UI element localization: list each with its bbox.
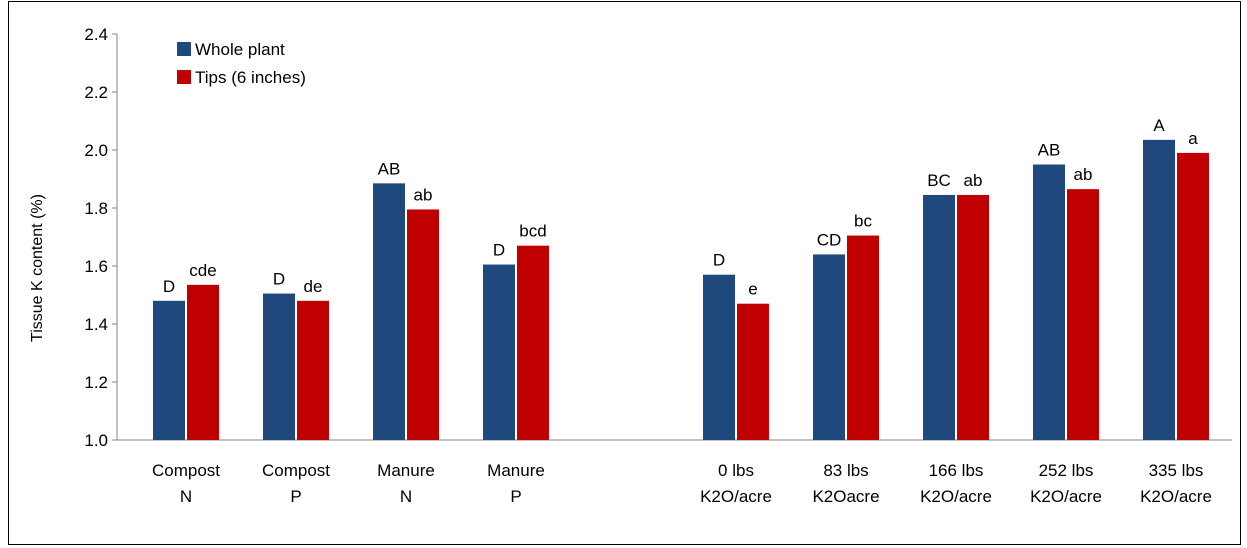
category-label: P (510, 487, 521, 506)
bar-tips (187, 284, 219, 440)
bar-significance-label: cde (189, 261, 216, 280)
bar-significance-label: e (748, 280, 757, 299)
bar-significance-label: BC (927, 171, 951, 190)
bar-significance-label: ab (1074, 165, 1093, 184)
y-tick-label: 1.0 (84, 431, 108, 450)
category-label: P (290, 487, 301, 506)
bar-significance-label: AB (378, 159, 401, 178)
bar-whole-plant (1143, 139, 1175, 440)
category-label: 166 lbs (929, 461, 984, 480)
category-label: Compost (152, 461, 220, 480)
legend: Whole plant Tips (6 inches) (177, 40, 306, 87)
chart-frame: Tissue K content (%) 1.0 1.2 1.4 1.6 1.8 2.0 2… (8, 1, 1241, 545)
bar-tips (517, 245, 549, 440)
category-labels: Compost N Compost P Manure N Manure P 0 lbs K2O/a… (152, 461, 1212, 506)
bar-significance-label: ab (414, 185, 433, 204)
y-tick-label: 1.4 (84, 315, 108, 334)
y-axis: 1.0 1.2 1.4 1.6 1.8 2.0 2.2 2.4 (84, 25, 118, 450)
y-axis-title-group: Tissue K content (%) (29, 194, 46, 342)
category-label: K2Oacre (812, 487, 879, 506)
bar-whole-plant (813, 254, 845, 440)
bar-significance-label: ab (964, 171, 983, 190)
bar-chart: Tissue K content (%) 1.0 1.2 1.4 1.6 1.8 2.0 2… (29, 25, 1232, 506)
bar-significance-label: bcd (519, 222, 546, 241)
bar-whole-plant (153, 300, 185, 440)
category-label: K2O/acre (1030, 487, 1102, 506)
bar-whole-plant (483, 264, 515, 440)
y-tick-label: 2.0 (84, 141, 108, 160)
bar-significance-label: D (493, 241, 505, 260)
category-label: N (180, 487, 192, 506)
bar-significance-label: A (1153, 116, 1165, 135)
bar-tips (297, 300, 329, 440)
bar-tips (1067, 189, 1099, 440)
bar-significance-label: CD (817, 230, 842, 249)
bar-tips (1177, 152, 1209, 440)
bar-tips (847, 235, 879, 440)
bar-whole-plant (923, 194, 955, 440)
bar-tips (737, 303, 769, 440)
bar-significance-label: a (1188, 129, 1198, 148)
y-tick-label: 2.2 (84, 83, 108, 102)
category-label: Manure (377, 461, 435, 480)
y-tick-label: 1.8 (84, 199, 108, 218)
category-label: 83 lbs (823, 461, 868, 480)
bar-whole-plant (1033, 164, 1065, 440)
bar-significance-label: D (713, 251, 725, 270)
bar-tips (957, 194, 989, 440)
bar-whole-plant (263, 293, 295, 440)
category-label: K2O/acre (1140, 487, 1212, 506)
bar-significance-label: D (273, 270, 285, 289)
y-tick-label: 1.2 (84, 373, 108, 392)
legend-label: Whole plant (195, 40, 285, 59)
bar-tips (407, 209, 439, 440)
category-label: Manure (487, 461, 545, 480)
category-label: K2O/acre (920, 487, 992, 506)
y-axis-title: Tissue K content (%) (29, 194, 46, 342)
legend-swatch (177, 42, 191, 56)
bar-significance-label: bc (854, 212, 872, 231)
legend-label: Tips (6 inches) (195, 68, 306, 87)
legend-swatch (177, 70, 191, 84)
category-label: 252 lbs (1039, 461, 1094, 480)
y-tick-label: 2.4 (84, 25, 108, 44)
y-tick-label: 1.6 (84, 257, 108, 276)
category-label: Compost (262, 461, 330, 480)
category-label: 335 lbs (1149, 461, 1204, 480)
bar-significance-label: AB (1038, 141, 1061, 160)
bar-whole-plant (703, 274, 735, 440)
category-label: 0 lbs (718, 461, 754, 480)
category-label: N (400, 487, 412, 506)
bar-significance-label: de (304, 277, 323, 296)
category-label: K2O/acre (700, 487, 772, 506)
bars (153, 139, 1209, 440)
bar-significance-label: D (163, 277, 175, 296)
bar-whole-plant (373, 183, 405, 440)
